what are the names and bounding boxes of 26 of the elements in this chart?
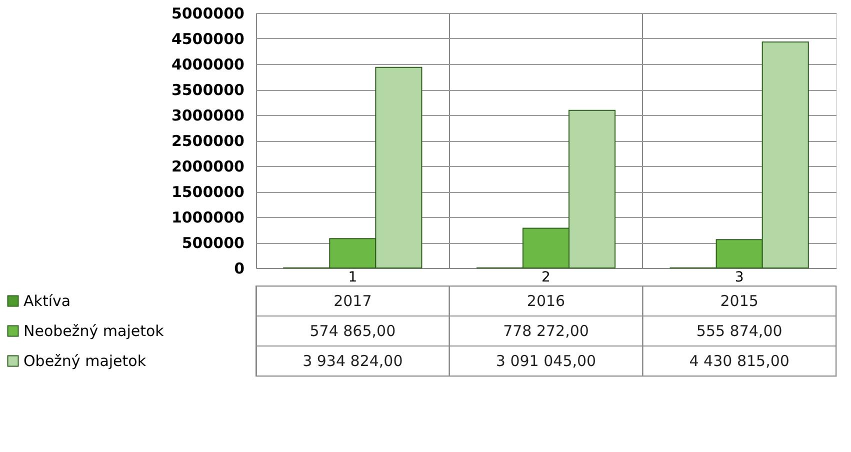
x-tick-label: 2 [542, 270, 550, 286]
y-tick-label: 2500000 [171, 132, 244, 150]
y-tick-label: 3000000 [171, 106, 244, 124]
data-label: 2017 [334, 292, 372, 310]
data-label: 3 934 824,00 [302, 352, 403, 370]
y-tick-label: 5000000 [171, 4, 244, 22]
data-label: 3 091 045,00 [496, 352, 596, 370]
y-tick-label: 1500000 [171, 183, 244, 201]
data-label: 2015 [720, 292, 758, 310]
data-label: 574 865,00 [310, 322, 396, 340]
data-label: 2016 [526, 292, 566, 310]
y-tick-label: 3500000 [171, 81, 244, 99]
data-label: 4 430 815,00 [689, 352, 790, 370]
y-tick-label: 1000000 [171, 208, 244, 226]
x-tick-label: 3 [734, 270, 744, 286]
x-tick-label: 1 [348, 270, 358, 286]
legend-label: Aktíva [24, 292, 71, 310]
legend-label: Neobežný majetok [24, 322, 164, 340]
y-tick-label: 2000000 [171, 158, 244, 176]
y-tick-label: 4500000 [171, 30, 244, 48]
y-tick-label: 4000000 [171, 56, 244, 74]
y-tick-label: 0 [234, 260, 244, 278]
legend-label: Obežný majetok [24, 352, 146, 370]
y-tick-label: 500000 [182, 234, 244, 252]
data-label: 555 874,00 [696, 322, 782, 340]
data-label: 778 272,00 [503, 322, 589, 340]
